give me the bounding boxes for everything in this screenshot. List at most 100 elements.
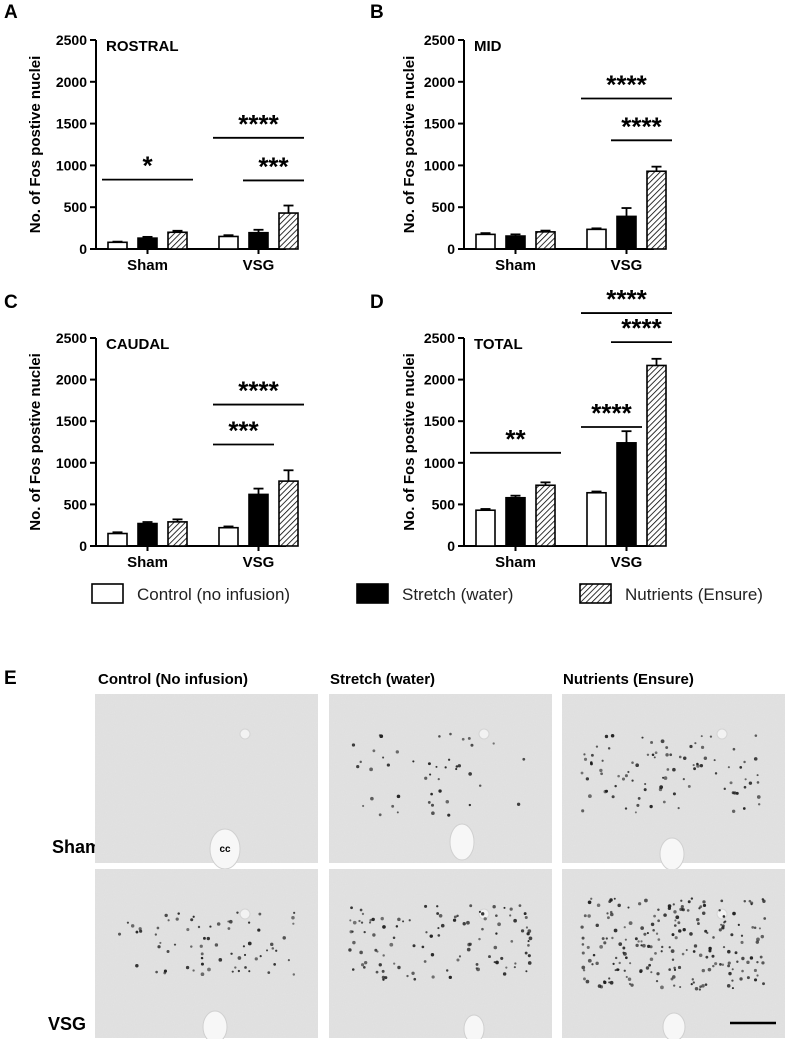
bar (616, 215, 637, 250)
fos-nucleus (227, 920, 230, 923)
fos-nucleus (412, 760, 415, 763)
fos-nucleus (581, 951, 585, 955)
fos-nucleus (368, 921, 372, 924)
fos-nucleus (502, 972, 507, 976)
fos-nucleus (702, 903, 707, 908)
fos-nucleus (427, 762, 431, 766)
fos-nucleus (640, 940, 643, 943)
fos-nucleus (271, 947, 275, 950)
bar (505, 496, 526, 547)
fos-nucleus (282, 936, 286, 940)
fos-nucleus (378, 963, 382, 967)
bar (586, 228, 607, 250)
fos-nucleus (525, 970, 528, 973)
fos-nucleus (731, 968, 734, 971)
fos-nucleus (757, 803, 761, 806)
fos-nucleus (587, 914, 591, 918)
fos-nucleus (607, 747, 611, 750)
fos-nucleus (696, 917, 700, 922)
fos-nucleus (671, 933, 675, 937)
bar (137, 237, 158, 250)
fos-nucleus (135, 930, 139, 934)
fos-nucleus (671, 958, 675, 961)
fos-nucleus (673, 910, 677, 914)
micrograph-panel: E Control (No infusion) Stretch (water) … (4, 668, 785, 1044)
y-tick-label: 0 (447, 538, 455, 554)
y-tick-label: 1500 (56, 116, 87, 132)
fos-nucleus (742, 807, 746, 810)
fos-nucleus (429, 934, 433, 938)
fos-nucleus (701, 984, 705, 988)
y-tick-label: 2000 (424, 372, 455, 388)
fos-nucleus (614, 956, 618, 960)
significance-label: **** (238, 109, 279, 139)
fos-nucleus (397, 965, 401, 970)
fos-nucleus (382, 978, 385, 981)
fos-nucleus (689, 932, 693, 936)
fos-nucleus (689, 744, 693, 749)
fos-nucleus (604, 734, 609, 739)
fos-nucleus (470, 743, 474, 747)
fos-nucleus (524, 916, 528, 920)
fos-nucleus (599, 768, 603, 773)
fos-nucleus (293, 911, 296, 914)
x-tick-label: VSG (611, 257, 643, 274)
fos-nucleus (395, 925, 399, 928)
fos-nucleus (363, 966, 366, 969)
fos-nucleus (590, 897, 593, 900)
fos-nucleus (258, 912, 262, 916)
fos-nucleus (287, 959, 290, 962)
fos-nucleus (478, 784, 482, 787)
y-axis-title: No. of Fos postive nuclei (401, 353, 418, 531)
fos-nucleus (156, 926, 160, 930)
fos-nucleus (527, 929, 532, 933)
fos-nucleus (624, 807, 628, 810)
fos-nucleus (372, 749, 376, 753)
fos-nucleus (657, 919, 660, 923)
fos-nucleus (677, 965, 682, 970)
fos-nucleus (657, 938, 661, 941)
fos-nucleus (371, 917, 375, 922)
fos-nucleus (209, 925, 212, 928)
fos-nucleus (670, 977, 674, 981)
chart-title: CAUDAL (106, 336, 169, 353)
x-tick-label: VSG (611, 554, 643, 571)
fos-nucleus (424, 904, 428, 908)
fos-nucleus (611, 936, 614, 940)
tissue-texture (329, 869, 552, 1038)
fos-nucleus (670, 949, 675, 953)
fos-nucleus (200, 952, 204, 956)
fos-nucleus (590, 753, 594, 757)
fos-nucleus (247, 941, 252, 946)
fos-nucleus (711, 954, 715, 958)
fos-nucleus (622, 946, 626, 950)
fos-nucleus (667, 906, 672, 911)
row-label-vsg: VSG (48, 1014, 86, 1034)
fos-nucleus (185, 965, 190, 970)
fos-nucleus (703, 756, 708, 760)
fos-nucleus (674, 936, 678, 940)
y-tick-label: 500 (64, 496, 88, 512)
fos-nucleus (610, 912, 614, 917)
fos-nucleus (382, 756, 385, 759)
fos-nucleus (641, 736, 644, 739)
fos-nucleus (749, 956, 754, 960)
fos-nucleus (456, 958, 460, 962)
fos-nucleus (207, 967, 211, 972)
fos-nucleus (756, 774, 759, 777)
fos-nucleus (759, 955, 763, 959)
fos-nucleus (628, 921, 633, 926)
fos-nucleus (661, 945, 664, 949)
fos-nucleus (600, 772, 603, 776)
fos-nucleus (637, 796, 641, 800)
fos-nucleus (237, 969, 241, 973)
fos-nucleus (732, 911, 736, 916)
fos-nucleus (581, 809, 585, 813)
fos-nucleus (583, 753, 586, 756)
fos-nucleus (646, 753, 650, 757)
fos-nucleus (396, 794, 401, 799)
fos-nucleus (622, 951, 625, 954)
fos-nucleus (603, 941, 607, 945)
fos-nucleus (523, 912, 527, 916)
fos-nucleus (361, 912, 365, 916)
